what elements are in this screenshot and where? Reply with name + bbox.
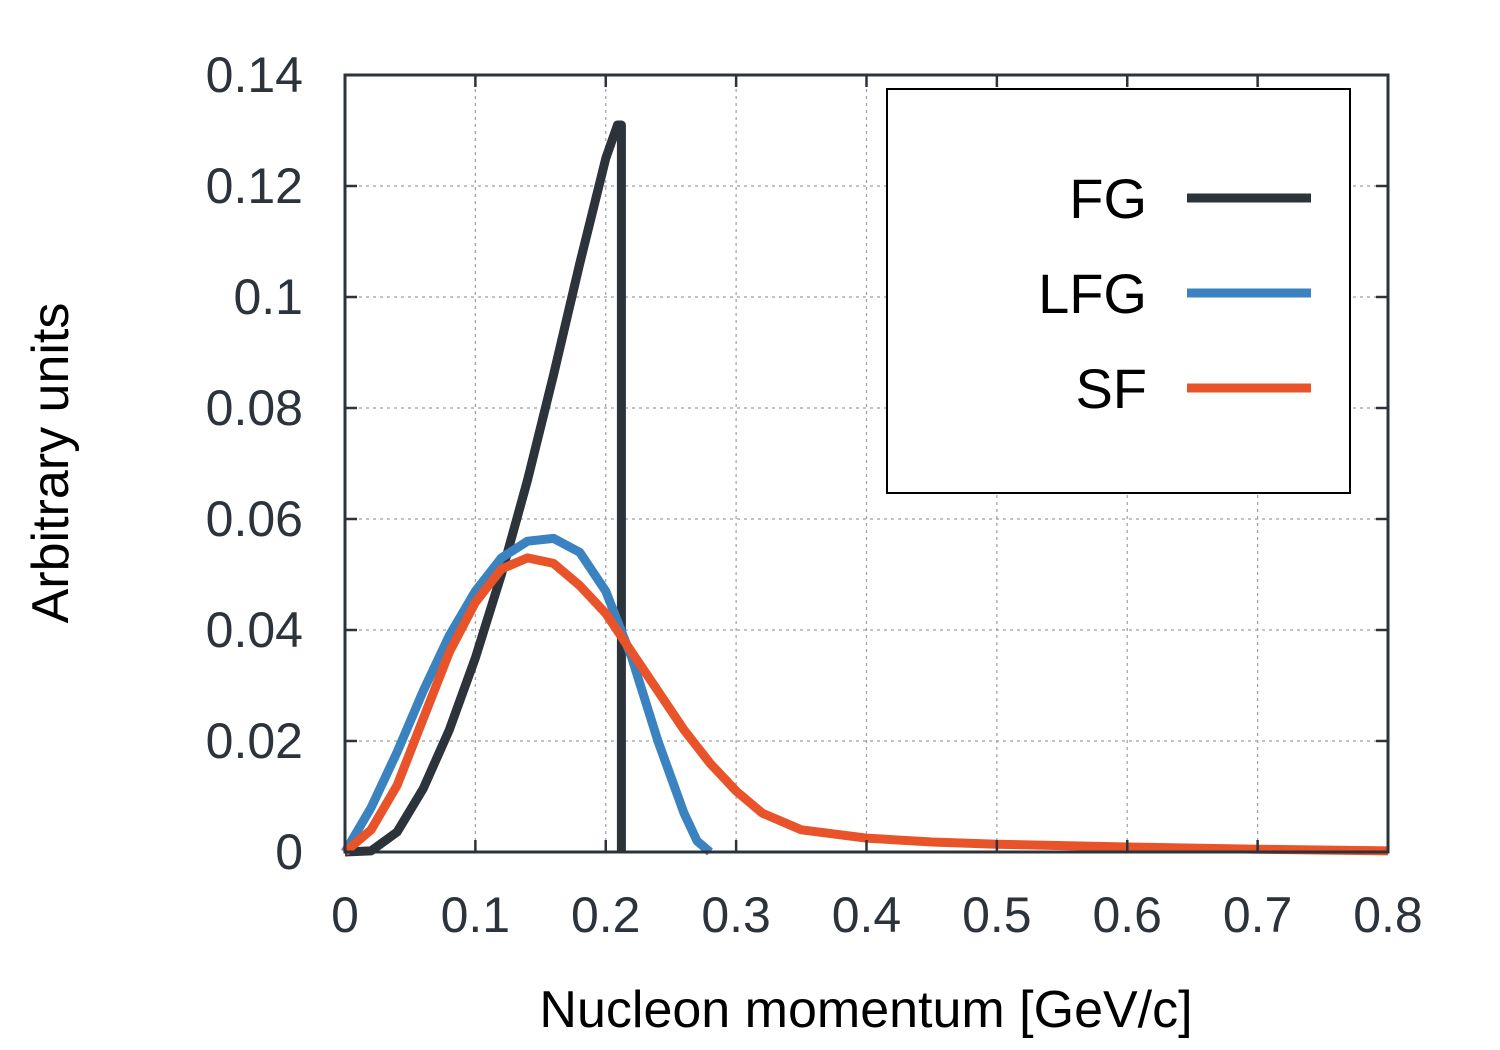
y-tick-label: 0 xyxy=(275,824,303,880)
data-series xyxy=(341,120,1389,857)
legend-label-lfg: LFG xyxy=(1038,262,1147,325)
x-tick-label: 0.1 xyxy=(441,887,511,943)
legend: FG LFG SF xyxy=(886,88,1351,494)
legend-label-fg: FG xyxy=(1069,167,1147,230)
x-tick-label: 0.6 xyxy=(1092,887,1162,943)
x-axis-title: Nucleon momentum [GeV/c] xyxy=(539,981,1192,1039)
y-tick-label: 0.08 xyxy=(206,380,303,436)
y-tick-label: 0.1 xyxy=(233,269,303,325)
x-tick-labels: 0 0.1 0.2 0.3 0.4 0.5 0.6 0.7 0.8 xyxy=(331,887,1423,943)
x-tick-label: 0.8 xyxy=(1353,887,1423,943)
y-tick-label: 0.12 xyxy=(206,158,303,214)
x-tick-label: 0 xyxy=(331,887,359,943)
y-tick-label: 0.04 xyxy=(206,602,303,658)
x-tick-label: 0.3 xyxy=(701,887,771,943)
axis-ticks xyxy=(343,73,1390,854)
legend-label-sf: SF xyxy=(1075,357,1147,420)
y-tick-label: 0.02 xyxy=(206,713,303,769)
series-line-fg xyxy=(344,120,626,857)
y-axis-title: Arbitrary units xyxy=(22,303,80,624)
y-tick-label: 0.14 xyxy=(206,47,303,103)
x-tick-label: 0.7 xyxy=(1223,887,1293,943)
series-line-sf xyxy=(342,553,1389,856)
y-tick-labels: 0 0.02 0.04 0.06 0.08 0.1 0.12 0.14 xyxy=(206,47,303,880)
series-line-lfg xyxy=(341,533,713,856)
y-tick-label: 0.06 xyxy=(206,491,303,547)
x-tick-label: 0.4 xyxy=(832,887,902,943)
x-tick-label: 0.2 xyxy=(571,887,641,943)
x-tick-label: 0.5 xyxy=(962,887,1032,943)
